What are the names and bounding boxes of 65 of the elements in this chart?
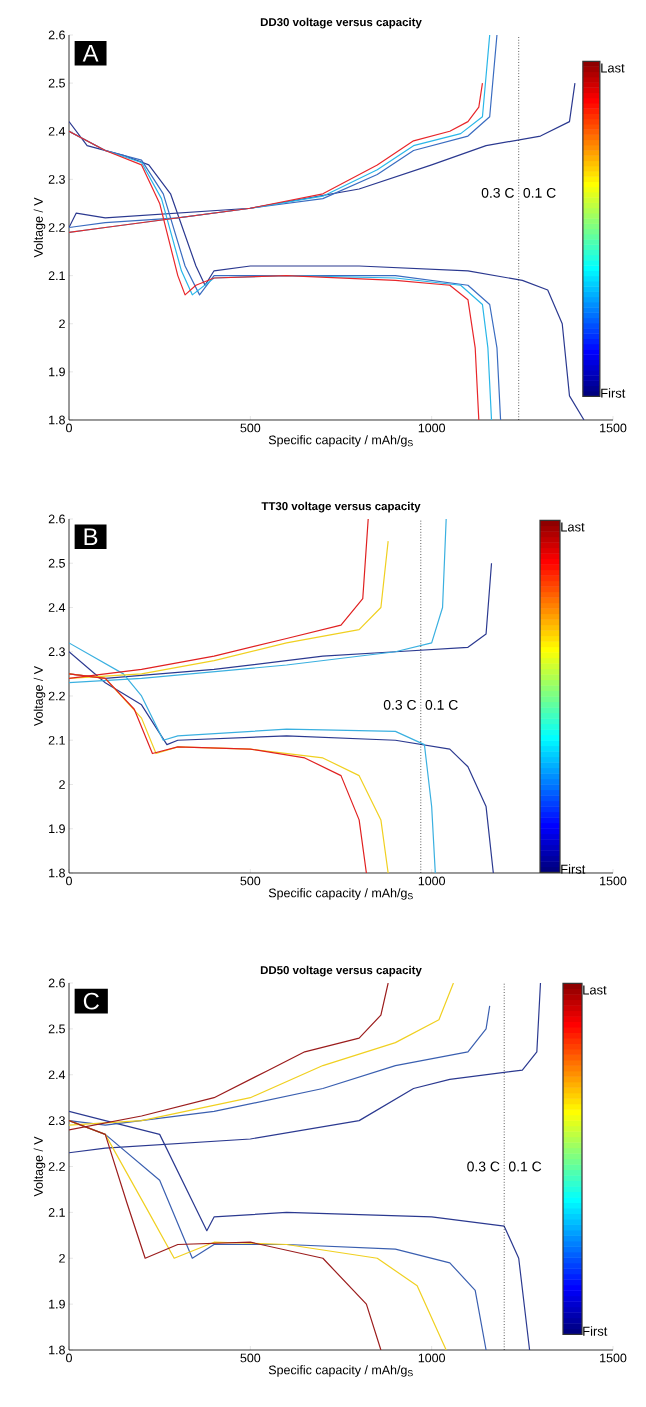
y-tick-label: 2.3: [48, 647, 65, 657]
x-tick-label: 0: [66, 876, 72, 886]
x-axis-title: Specific capacity / mAh/g$_{S}$: [268, 1365, 413, 1377]
y-tick-label: 2.5: [48, 78, 65, 88]
x-tick-label: 500: [240, 423, 261, 433]
y-tick-label: 2.1: [48, 271, 65, 280]
x-tick-label: 500: [240, 1353, 261, 1363]
annotation: 0.3 C: [383, 699, 417, 710]
annotation: First: [601, 388, 626, 398]
x-tick-label: 1000: [418, 876, 446, 886]
y-tick-label: 2.2: [48, 1162, 65, 1171]
y-tick-label: 2.5: [48, 1024, 65, 1034]
line-series: [69, 983, 455, 1126]
line-series: [69, 651, 494, 873]
x-axis-title: Specific capacity / mAh/g$_{S}$: [268, 888, 413, 900]
y-axis-title: Voltage / V: [33, 197, 46, 258]
x-tick-label: 0: [66, 423, 72, 433]
y-tick-label: 1.8: [49, 868, 65, 878]
y-tick-label: 2: [59, 780, 65, 789]
y-tick-label: 1.9: [49, 1299, 65, 1309]
y-tick-label: 2: [59, 319, 65, 329]
y-axis-title: Voltage / V: [33, 665, 46, 727]
y-tick-label: 1.9: [49, 824, 65, 834]
y-tick-label: 2.4: [48, 603, 66, 612]
chart-title: DD30 voltage versus capacity: [260, 17, 422, 29]
x-tick-label: 500: [240, 876, 261, 886]
annotation: 0.1 C: [508, 1161, 542, 1172]
y-tick-label: 2.2: [48, 223, 65, 232]
y-tick-label: 1.9: [49, 367, 65, 377]
y-tick-label: 2.1: [48, 1208, 65, 1217]
chart-title: TT30 voltage versus capacity: [261, 501, 421, 513]
annotation: 0.1 C: [425, 699, 458, 710]
x-tick-label: 1500: [600, 876, 627, 886]
x-tick-label: 1000: [418, 423, 446, 433]
y-tick-label: 1.8: [49, 415, 65, 425]
annotation: Last: [583, 985, 607, 995]
annotation: Last: [601, 63, 625, 73]
y-tick-label: 1.8: [49, 1345, 65, 1355]
y-tick-label: 2.6: [48, 30, 65, 40]
annotation: C: [83, 992, 99, 1010]
y-tick-label: 2.4: [48, 1070, 66, 1080]
annotation: 0.3 C: [481, 187, 514, 198]
x-tick-label: 1500: [600, 423, 627, 433]
y-tick-label: 2.3: [48, 1116, 65, 1126]
y-tick-label: 2.6: [48, 514, 65, 524]
annotation: First: [583, 1326, 608, 1336]
y-tick-label: 2.6: [48, 978, 65, 988]
y-tick-label: 2.3: [48, 174, 65, 184]
annotation: B: [84, 528, 98, 545]
y-tick-label: 2: [59, 1253, 65, 1263]
y-axis-title: Voltage / V: [33, 1136, 46, 1197]
chart-title: DD50 voltage versus capacity: [260, 965, 422, 977]
annotation: 0.1 C: [523, 187, 556, 198]
annotation: A: [82, 44, 99, 62]
annotation: Last: [561, 522, 585, 532]
y-tick-label: 2.4: [48, 126, 66, 136]
annotation: 0.3 C: [467, 1161, 500, 1172]
x-axis-title: Specific capacity / mAh/g$_{S}$: [268, 435, 413, 447]
x-tick-label: 0: [66, 1353, 72, 1363]
x-tick-label: 1000: [418, 1353, 446, 1363]
y-tick-label: 2.1: [48, 735, 65, 745]
annotation: First: [561, 864, 586, 874]
y-tick-label: 2.2: [48, 691, 65, 701]
x-tick-label: 1500: [600, 1353, 627, 1363]
y-tick-label: 2.5: [48, 558, 65, 568]
